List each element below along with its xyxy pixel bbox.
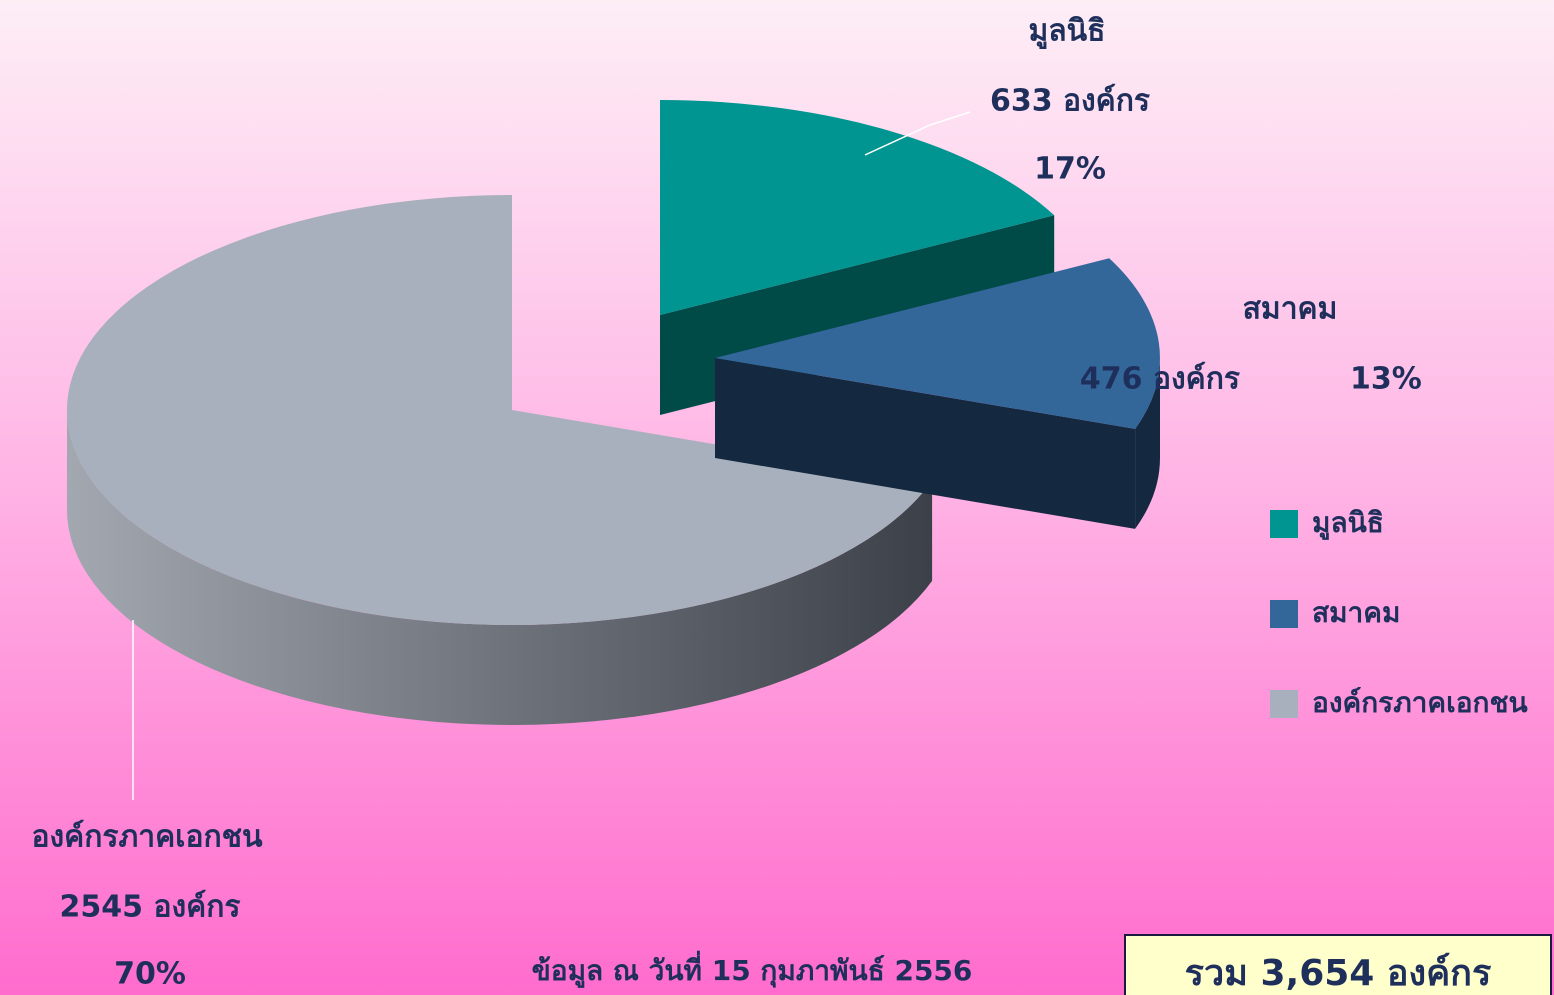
slice-side [1135,358,1160,529]
value-label: 476 องค์กร [1080,362,1240,397]
category-label: องค์กรภาคเอกชน [31,820,262,855]
slice [660,100,1055,315]
total-label: รวม 3,654 องค์กร [1185,952,1492,994]
legend-label: มูลนิธิ [1312,506,1384,540]
slice [715,258,1160,529]
value-label: 2545 องค์กร [60,890,241,925]
category-label: สมาคม [1243,292,1338,327]
value-label: 633 องค์กร [990,84,1150,119]
legend-swatch [1270,510,1298,538]
legend-swatch [1270,690,1298,718]
slice [66,194,933,725]
slice-side [67,410,933,725]
percent-label: 17% [1034,152,1106,187]
slice-side [715,358,1136,529]
percent-label: 70% [114,957,186,992]
pie [66,100,1160,725]
percent-label: 13% [1350,362,1422,397]
legend-label: สมาคม [1312,596,1400,629]
slice [715,258,1160,429]
category-label: มูลนิธิ [1029,14,1106,50]
note: ข้อมูล ณ วันที่ 15 กุมภาพันธ์ 2556 [532,950,973,988]
leader-line [864,111,971,156]
legend-label: องค์กรภาคเอกชน [1312,686,1528,719]
legend-swatch [1270,600,1298,628]
total-box [1124,934,1552,995]
slice [66,194,933,625]
